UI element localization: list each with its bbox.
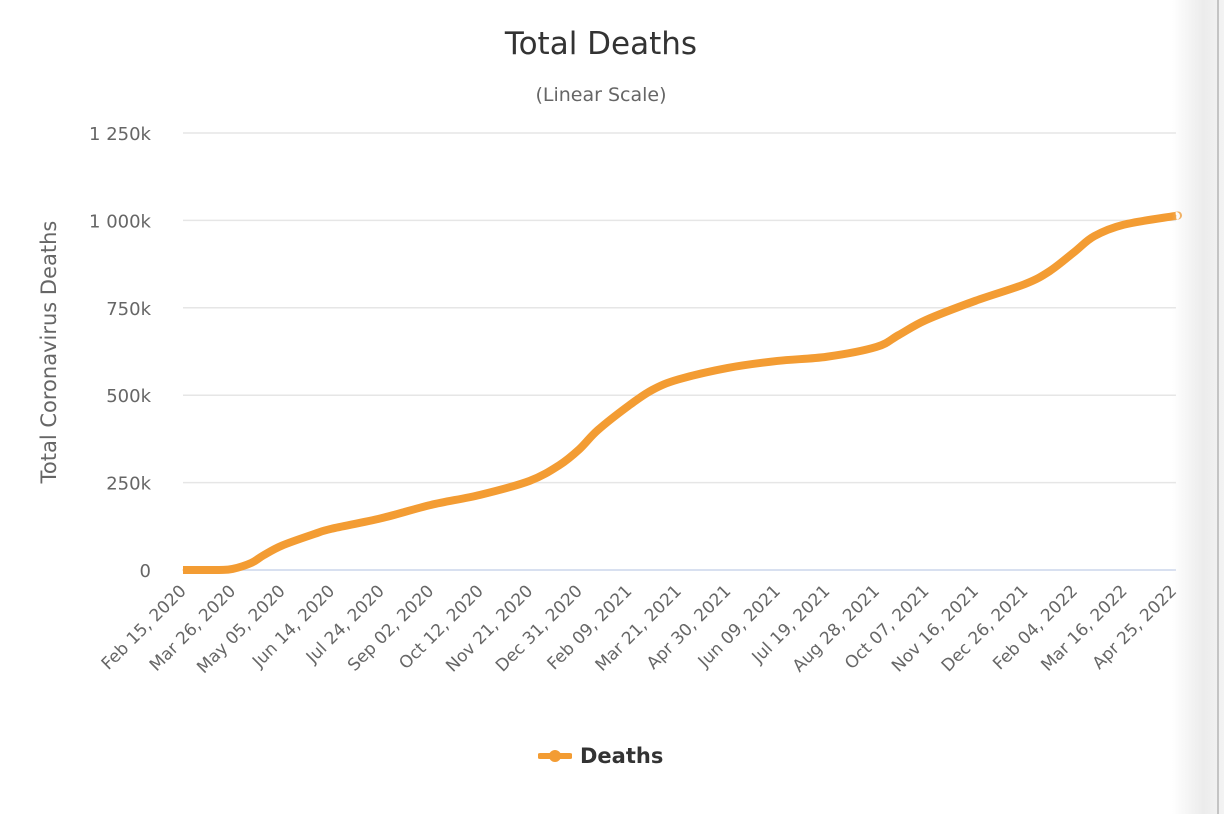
data-point[interactable] xyxy=(826,356,828,358)
data-point[interactable] xyxy=(578,448,580,450)
data-point[interactable] xyxy=(1093,235,1095,237)
data-point[interactable] xyxy=(677,378,679,380)
data-point[interactable] xyxy=(529,480,531,482)
data-point[interactable] xyxy=(331,528,333,530)
data-point[interactable] xyxy=(898,334,900,336)
x-tick-label: Nov 21, 2020 xyxy=(442,581,537,676)
data-point[interactable] xyxy=(597,429,599,431)
y-axis-label: Total Coronavirus Deaths xyxy=(37,221,61,485)
data-point[interactable] xyxy=(380,517,382,519)
x-tick-label: Dec 31, 2020 xyxy=(492,581,587,676)
data-point[interactable] xyxy=(558,464,560,466)
x-tick-label: Mar 16, 2022 xyxy=(1037,581,1131,675)
chart-title: Total Deaths xyxy=(504,26,698,62)
legend-label: Deaths xyxy=(580,744,664,768)
window-edge xyxy=(1172,0,1224,814)
x-tick-label: Nov 16, 2021 xyxy=(888,581,983,676)
x-tick-label: Aug 28, 2021 xyxy=(789,581,884,676)
data-point[interactable] xyxy=(182,569,184,571)
data-point[interactable] xyxy=(1073,251,1075,253)
data-point[interactable] xyxy=(651,389,653,391)
x-tick-label: May 05, 2020 xyxy=(193,581,289,677)
x-tick-label: Dec 26, 2021 xyxy=(938,581,1033,676)
y-tick-label: 1 250k xyxy=(89,124,152,145)
y-tick-label: 0 xyxy=(140,561,151,582)
data-point[interactable] xyxy=(430,504,432,506)
legend-item-deaths[interactable]: Deaths xyxy=(538,744,663,768)
data-point[interactable] xyxy=(727,367,729,369)
y-tick-label: 500k xyxy=(106,386,151,407)
data-point[interactable] xyxy=(1049,270,1051,272)
data-point[interactable] xyxy=(281,545,283,547)
data-point[interactable] xyxy=(313,533,315,535)
y-tick-label: 1 000k xyxy=(89,211,152,232)
data-point[interactable] xyxy=(875,346,877,348)
data-point[interactable] xyxy=(1024,283,1026,285)
data-point[interactable] xyxy=(974,300,976,302)
chart-subtitle: (Linear Scale) xyxy=(535,84,667,106)
data-point[interactable] xyxy=(1123,224,1125,226)
legend-line-symbol xyxy=(538,750,572,762)
scrollbar[interactable] xyxy=(1217,0,1219,814)
data-point[interactable] xyxy=(232,568,234,570)
x-tick-label: Mar 26, 2020 xyxy=(146,581,240,675)
data-point[interactable] xyxy=(925,319,927,321)
data-point[interactable] xyxy=(628,405,630,407)
data-point[interactable] xyxy=(479,494,481,496)
data-point[interactable] xyxy=(776,360,778,362)
y-tick-label: 750k xyxy=(106,299,151,320)
data-point[interactable] xyxy=(262,554,264,556)
y-tick-label: 250k xyxy=(106,474,151,495)
x-tick-label: Sep 02, 2020 xyxy=(344,581,438,675)
series-line-deaths[interactable] xyxy=(182,211,1183,575)
data-point[interactable] xyxy=(218,569,220,571)
x-tick-label: Feb 15, 2020 xyxy=(98,581,191,674)
x-tick-label: Mar 21, 2021 xyxy=(592,581,686,675)
data-point[interactable] xyxy=(250,562,252,564)
